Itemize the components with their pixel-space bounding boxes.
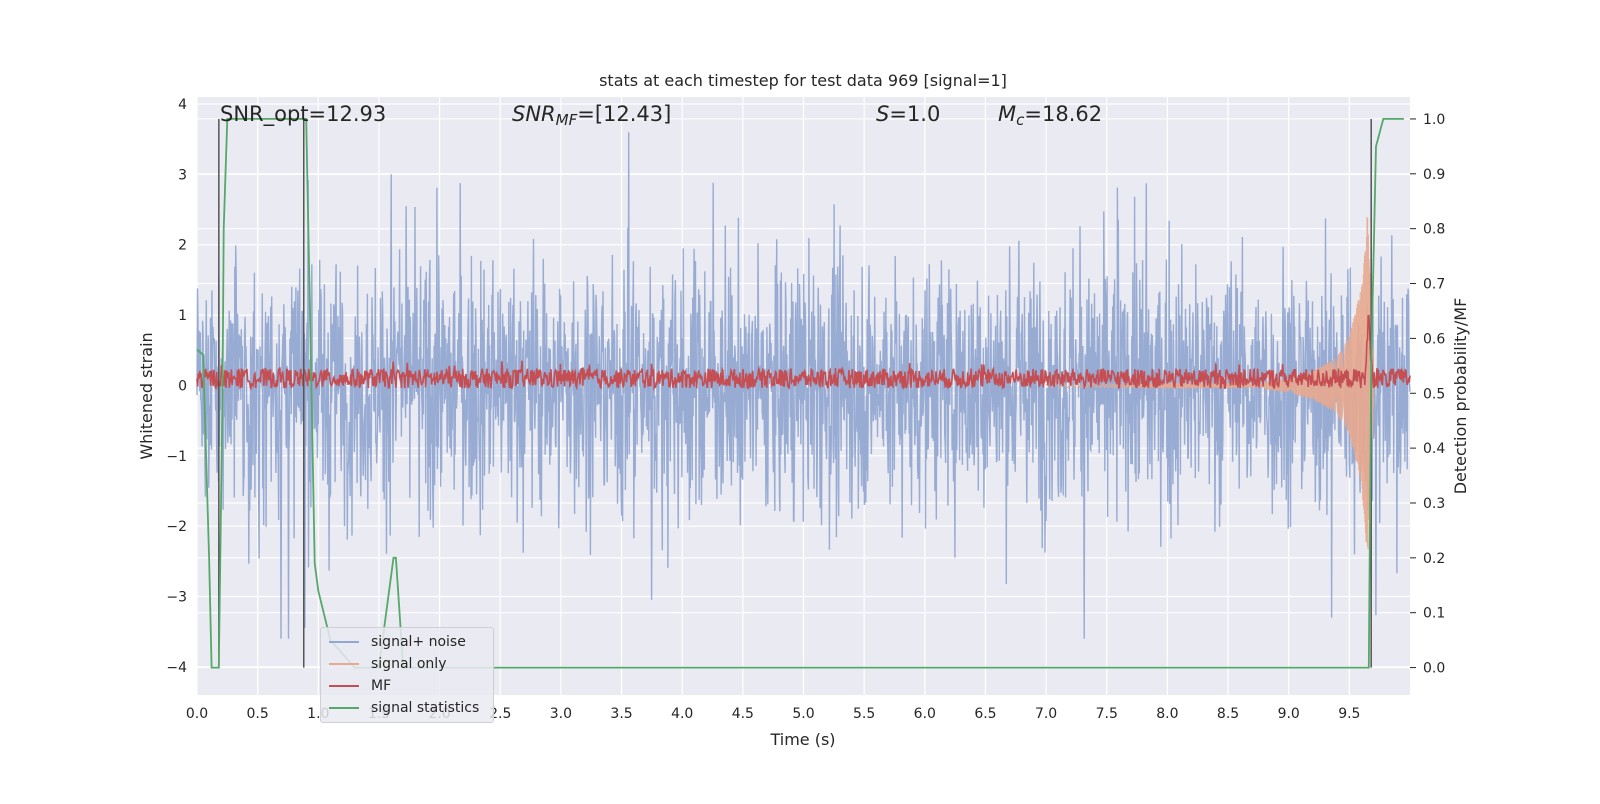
y2-tick-label: 0.8 (1423, 222, 1445, 238)
legend-item-signal-noise: signal+ noise (329, 632, 466, 652)
y-axis-label: Whitened strain (137, 332, 156, 459)
mf-line (196, 314, 1411, 391)
y-tick-label: −2 (166, 519, 187, 535)
y-tick-label: −1 (166, 449, 187, 465)
series-signal-noise (196, 132, 1411, 639)
legend-swatch (329, 685, 359, 687)
y2-tick-label: 0.3 (1423, 496, 1445, 512)
legend: signal+ noise signal only MF signal stat… (320, 627, 494, 723)
x-tick-label: 6.5 (974, 706, 996, 722)
y2-tick-label: 0.7 (1423, 277, 1445, 293)
legend-item-mf: MF (329, 676, 391, 696)
legend-label: MF (371, 678, 392, 694)
y-tick-label: 0 (178, 378, 187, 394)
x-tick-label: 5.0 (792, 706, 814, 722)
x-tick-label: 4.5 (732, 706, 754, 722)
y2-tick-label: 0.4 (1423, 441, 1445, 457)
legend-label: signal+ noise (371, 634, 466, 650)
y2-tick-label: 0.9 (1423, 167, 1445, 183)
series-mf (196, 314, 1411, 391)
x-tick-label: 6.0 (914, 706, 936, 722)
x-tick-label: 4.0 (671, 706, 693, 722)
x-tick-label: 7.0 (1035, 706, 1057, 722)
x-tick-label: 8.5 (1217, 706, 1239, 722)
legend-item-signal-only: signal only (329, 654, 446, 674)
y2-tick-label: 0.1 (1423, 606, 1445, 622)
legend-swatch (329, 663, 359, 665)
annotation-snr-opt: SNR_opt=12.93 (220, 102, 386, 127)
y2-tick-label: 0.6 (1423, 331, 1445, 347)
x-tick-label: 0.0 (186, 706, 208, 722)
annotation-mc: Mc=18.62 (998, 102, 1102, 129)
tick-labels: 0.00.51.01.52.02.53.03.54.04.55.05.56.06… (166, 97, 1445, 722)
y-tick-label: −3 (166, 590, 187, 606)
signal-noise-line (196, 132, 1411, 639)
y-tick-label: −4 (166, 660, 187, 676)
x-tick-label: 9.0 (1278, 706, 1300, 722)
annotation-s: S=1.0 (876, 102, 940, 126)
y-tick-label: 4 (178, 97, 187, 113)
legend-swatch (329, 707, 359, 709)
legend-swatch (329, 641, 359, 643)
y-tick-label: 1 (178, 308, 187, 324)
y-tick-label: 3 (178, 167, 187, 183)
x-tick-label: 2.5 (489, 706, 511, 722)
x-tick-label: 3.5 (610, 706, 632, 722)
legend-label: signal statistics (371, 700, 480, 716)
x-axis-label: Time (s) (769, 730, 835, 749)
y2-tick-label: 1.0 (1423, 112, 1445, 128)
x-tick-label: 9.5 (1338, 706, 1360, 722)
x-tick-label: 8.0 (1156, 706, 1178, 722)
y2-tick-label: 0.5 (1423, 386, 1445, 402)
y-tick-label: 2 (178, 238, 187, 254)
x-tick-label: 7.5 (1096, 706, 1118, 722)
y2-tick-label: 0.0 (1423, 661, 1445, 677)
legend-label: signal only (371, 656, 447, 672)
y2-tick-label: 0.2 (1423, 551, 1445, 567)
x-tick-label: 5.5 (853, 706, 875, 722)
annotation-snr-mf: SNRMF=[12.43] (512, 102, 671, 129)
chart-title: stats at each timestep for test data 969… (599, 71, 1007, 90)
legend-item-signal-statistics: signal statistics (329, 698, 479, 718)
y2-axis-label: Detection probability/MF (1451, 298, 1470, 495)
x-tick-label: 3.0 (550, 706, 572, 722)
x-tick-label: 0.5 (247, 706, 269, 722)
